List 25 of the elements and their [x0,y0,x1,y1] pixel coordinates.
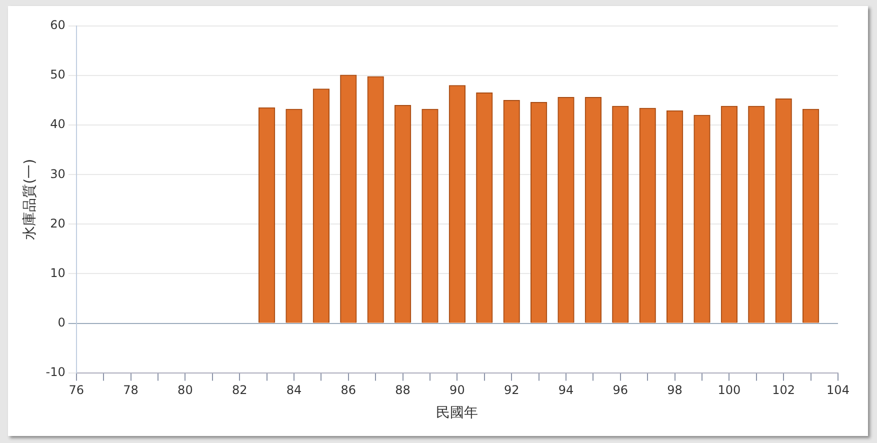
y-tick-label: 30 [50,166,66,181]
x-tick-label: 88 [395,383,410,398]
x-tick-label: 82 [232,383,248,398]
x-tick-label: 84 [286,383,302,398]
y-axis-title: 水庫品質(一) [22,158,38,240]
x-tick-label: 80 [178,383,193,398]
x-tick-label: 104 [826,383,850,398]
x-tick-label: 90 [450,383,465,398]
y-tick-label: 40 [50,117,66,132]
y-tick-label: 60 [50,18,66,32]
y-tick-label: -10 [46,364,66,379]
x-tick-label: 86 [340,383,356,398]
y-tick-label: 20 [50,216,66,230]
y-tick-label: 10 [50,266,66,280]
y-tick-label: 50 [50,68,66,82]
x-axis-title: 民國年 [436,405,478,422]
x-tick-label: 76 [68,383,84,398]
x-tick-label: 100 [718,383,741,398]
x-tick-label: 98 [667,383,682,398]
x-tick-label: 78 [123,383,138,398]
x-tick-label: 94 [558,383,574,398]
x-tick-label: 96 [612,383,628,398]
x-tick-label: 92 [504,383,520,398]
x-tick-label: 102 [772,383,796,398]
y-tick-label: 0 [58,315,66,330]
